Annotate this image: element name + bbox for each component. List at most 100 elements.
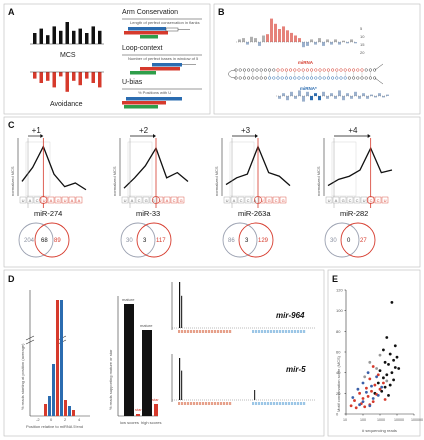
arm-boxplots (124, 27, 190, 39)
star-seq-cell (288, 330, 291, 333)
mature-seq-cell (226, 402, 229, 405)
nucleotide (331, 68, 335, 72)
axis-break-mark (25, 335, 35, 345)
nucleotide (335, 76, 339, 80)
scatter-point (366, 371, 370, 375)
mir-964-label: mir-964 (276, 311, 305, 320)
conservation-bar (286, 96, 289, 101)
nucleotide (263, 76, 267, 80)
mature-seq-cell (214, 402, 217, 405)
venn-right-count: 89 (54, 238, 61, 244)
panel-a-label: A (8, 7, 15, 17)
mcs-bar (91, 26, 95, 44)
scatter-point (368, 377, 372, 381)
mature-seq-cell (190, 330, 193, 333)
seq-cell (244, 196, 252, 204)
scatter-point (368, 360, 372, 364)
hist-bar-blue (68, 406, 71, 416)
star-seq-cell (288, 402, 291, 405)
nucleotide (251, 76, 255, 80)
mature-seq-cell (190, 402, 193, 405)
conservation-bar (338, 90, 341, 96)
avoidance-label: Avoidance (50, 101, 83, 108)
mature-seq-cell (214, 330, 217, 333)
hist-bar-red (72, 410, 75, 416)
scatter-point (382, 348, 385, 352)
seq-letter: A (166, 198, 169, 203)
scatter-point (395, 355, 399, 359)
conservation-bar (366, 96, 369, 99)
mature-seq-cell (178, 330, 181, 333)
panel-e-label: E (332, 274, 338, 284)
scatter-point (370, 384, 373, 388)
star-seq-cell (291, 330, 294, 333)
read-peak (179, 358, 181, 400)
nucleotide (276, 76, 280, 80)
scatter-point (380, 389, 384, 393)
mature-seq-cell (226, 330, 229, 333)
shift-label: +4 (348, 126, 358, 135)
conservation-bar (302, 96, 305, 102)
scatter-point (361, 400, 365, 403)
venn-right-count: 27 (360, 238, 367, 244)
seq-letter: G (282, 198, 285, 203)
seq-cell (61, 196, 69, 204)
avoidance-bar (59, 72, 63, 77)
conservation-bar (298, 38, 301, 42)
x-tick: -2 (36, 417, 40, 422)
panel-c-label: C (8, 120, 15, 130)
mature-seq-cell (208, 330, 211, 333)
seq-letter: U (226, 198, 229, 203)
nucleotide (238, 76, 242, 80)
star-seq-cell (267, 330, 270, 333)
panel-c-frame (3, 116, 421, 268)
panel-b-label: B (218, 7, 225, 17)
seq-letter: A (335, 198, 338, 203)
star-seq-cell (273, 330, 276, 333)
scatter-point (353, 399, 356, 402)
mcs-bar (78, 28, 82, 44)
star-seq-cell (285, 330, 288, 333)
scatter-point (383, 398, 387, 401)
nucleotide (268, 76, 272, 80)
seq-cell (163, 196, 171, 204)
venn-right-count: 129 (258, 238, 269, 244)
mirna-name: miR-282 (340, 209, 368, 218)
mcs-bar (33, 33, 37, 44)
scatter-point (371, 400, 375, 403)
mature-seq-cell (217, 402, 220, 405)
conservation-bar (374, 96, 377, 98)
avoidance-bar (65, 72, 69, 92)
seq-cell (142, 196, 150, 204)
conservation-bar (322, 42, 325, 46)
panel-b: B 5 10 15 20 miRNA miRNA* (213, 3, 421, 115)
seq-letter: C (377, 198, 380, 203)
seq-letter: C (275, 198, 278, 203)
nucleotide (293, 68, 297, 72)
scatter-point (363, 405, 367, 409)
nucleotide (368, 68, 372, 72)
conservation-bar (254, 38, 257, 42)
nucleotide (373, 68, 377, 72)
star-seq-cell (291, 402, 294, 405)
nucleotide (356, 68, 360, 72)
seq-letter: A (50, 198, 53, 203)
scatter-point (378, 387, 382, 391)
mcs-bar (85, 33, 89, 44)
read-peak (254, 390, 256, 400)
hist-bar-blue (48, 396, 51, 416)
scatter-point (375, 375, 378, 379)
scatter-point (349, 404, 353, 408)
star-seq-cell (297, 402, 300, 405)
nucleotide (305, 76, 309, 80)
nucleotide (364, 68, 368, 72)
loop-box-green (130, 71, 156, 75)
scatter-point (373, 383, 377, 387)
mature-seq-cell (229, 330, 232, 333)
nucleotide (343, 68, 347, 72)
scatter-point (361, 397, 365, 400)
mature-seq-cell (199, 402, 202, 405)
nucleotide (251, 68, 255, 72)
nucleotide (242, 76, 246, 80)
